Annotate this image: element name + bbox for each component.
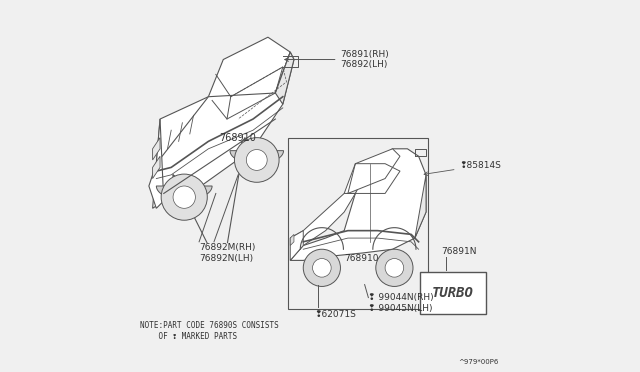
Circle shape (246, 150, 267, 170)
Polygon shape (156, 186, 212, 200)
Polygon shape (149, 119, 164, 208)
Text: 76891(RH)
76892(LH): 76891(RH) 76892(LH) (285, 50, 389, 69)
Circle shape (312, 259, 331, 277)
Polygon shape (291, 149, 426, 260)
Polygon shape (152, 52, 294, 208)
Text: NOTE:PART CODE 76890S CONSISTS
    OF ❢ MARKED PARTS: NOTE:PART CODE 76890S CONSISTS OF ❢ MARK… (140, 321, 278, 341)
Text: ❢ 99044N(RH)
❢ 99045N(LH): ❢ 99044N(RH) ❢ 99045N(LH) (369, 294, 434, 313)
Polygon shape (291, 231, 303, 260)
Polygon shape (275, 52, 294, 104)
Bar (420, 272, 486, 314)
Polygon shape (152, 138, 160, 160)
Polygon shape (291, 234, 294, 246)
Text: TURBO: TURBO (432, 286, 474, 300)
Text: ^979*00P6: ^979*00P6 (458, 359, 499, 365)
Text: ❢62071S: ❢62071S (314, 310, 356, 319)
Polygon shape (415, 175, 426, 238)
Polygon shape (156, 97, 227, 171)
Polygon shape (230, 151, 284, 164)
Circle shape (385, 259, 404, 277)
Polygon shape (152, 156, 160, 179)
Polygon shape (209, 37, 291, 119)
Circle shape (234, 138, 279, 182)
Circle shape (376, 249, 413, 286)
Polygon shape (291, 193, 355, 246)
Polygon shape (344, 149, 400, 193)
Text: 768910: 768910 (344, 254, 379, 263)
Circle shape (173, 186, 195, 208)
Text: 76892M(RH)
76892N(LH): 76892M(RH) 76892N(LH) (199, 243, 255, 263)
Text: ❢85814S: ❢85814S (424, 161, 501, 176)
Circle shape (303, 249, 340, 286)
Circle shape (161, 174, 207, 220)
Text: 76891N: 76891N (441, 247, 476, 256)
Text: 768910: 768910 (220, 133, 257, 142)
Bar (289, 138, 428, 309)
